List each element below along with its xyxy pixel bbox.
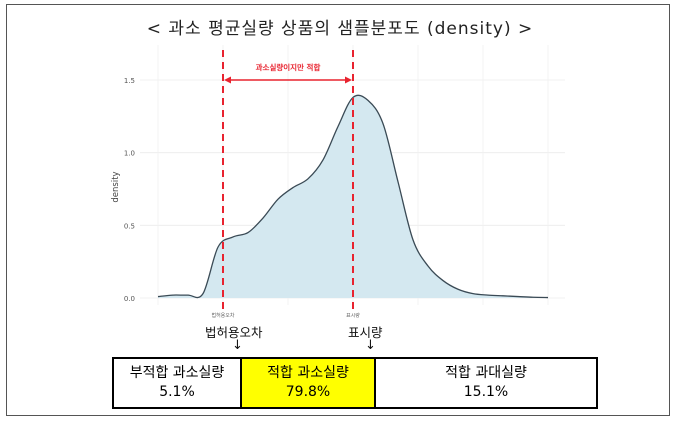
arrowhead-left — [224, 76, 231, 84]
x-tick-label-tolerance: 법허용오차 — [211, 312, 234, 319]
y-axis-label: density — [111, 171, 121, 202]
y-tick-label: 1.0 — [124, 150, 135, 158]
y-tick-labels: 0.0 0.5 1.0 1.5 — [124, 77, 135, 303]
cell-nonconforming-under: 부적합 과소실량 5.1% — [114, 359, 240, 407]
annotation-text: 과소실량이지만 적합 — [256, 62, 321, 72]
tolerance-arrow: ↓ — [232, 338, 243, 353]
cell-conforming-under: 적합 과소실량 79.8% — [240, 359, 374, 407]
labeled-quantity-label: 표시량 — [348, 325, 383, 340]
summary-table: 부적합 과소실량 5.1% 적합 과소실량 79.8% 적합 과대실량 15.1… — [112, 357, 598, 409]
cell-value: 15.1% — [463, 384, 509, 400]
tolerance-label: 법허용오차 — [205, 325, 263, 340]
cell-conforming-over: 적합 과대실량 15.1% — [374, 359, 596, 407]
x-tick-label-labeled-qty: 표시량 — [346, 312, 360, 319]
density-curve — [157, 94, 549, 299]
y-tick-label: 0.0 — [124, 295, 135, 303]
y-tick-label: 0.5 — [124, 222, 135, 230]
cell-label: 적합 과소실량 — [267, 365, 349, 382]
cell-label: 적합 과대실량 — [445, 365, 527, 382]
cell-value: 79.8% — [285, 384, 331, 400]
cell-value: 5.1% — [159, 384, 195, 400]
figure-frame — [6, 4, 670, 416]
arrowhead-right — [345, 76, 352, 84]
labeled-quantity-arrow: ↓ — [365, 338, 376, 353]
chart-title: < 과소 평균실량 상품의 샘플분포도 (density) > — [146, 19, 534, 39]
cell-label: 부적합 과소실량 — [129, 365, 225, 382]
y-tick-label: 1.5 — [124, 77, 135, 85]
